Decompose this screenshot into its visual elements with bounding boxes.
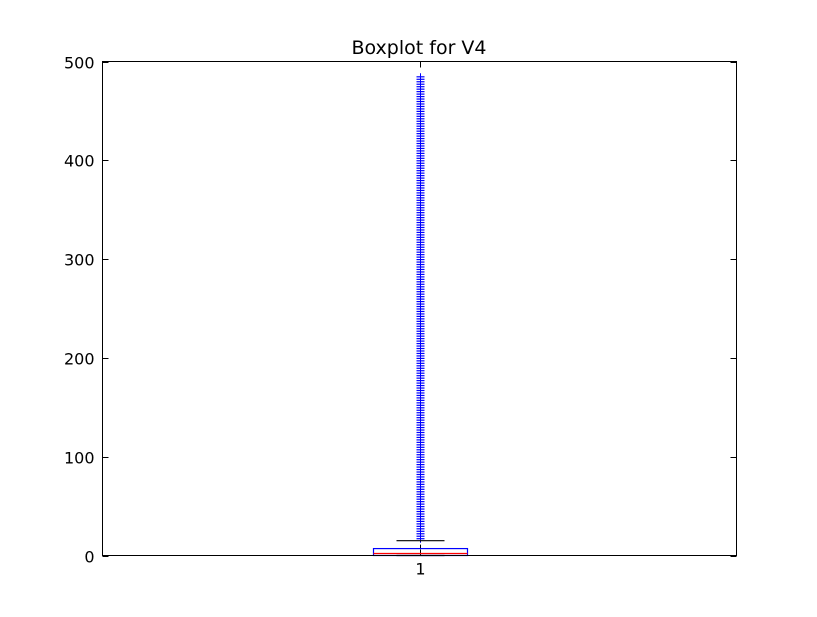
y-tick-label: 300 (64, 251, 95, 270)
y-tick-label: 400 (64, 152, 95, 171)
plot-frame (102, 61, 737, 556)
x-tick-label: 1 (415, 560, 425, 579)
x-axis: 1 (415, 61, 426, 579)
y-tick-label: 200 (64, 350, 95, 369)
outlier-markers (416, 73, 425, 543)
y-axis: 0 100 200 300 400 500 (64, 54, 737, 567)
y-tick-label: 500 (64, 54, 95, 73)
y-tick-label: 0 (84, 548, 94, 567)
y-tick-label: 100 (64, 449, 95, 468)
chart-title: Boxplot for V4 (351, 37, 486, 59)
